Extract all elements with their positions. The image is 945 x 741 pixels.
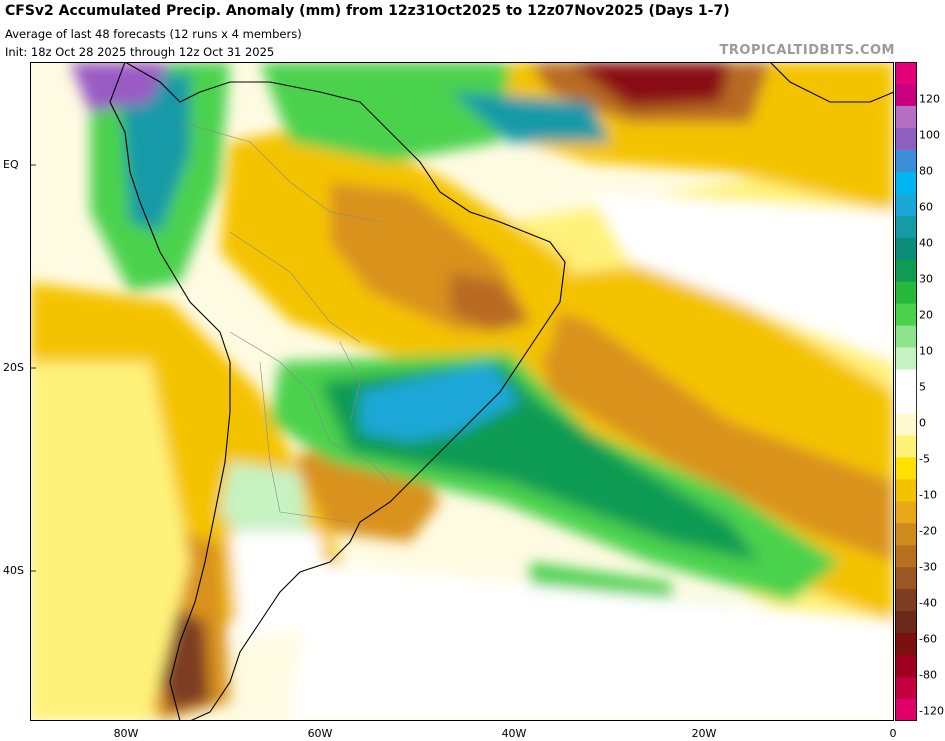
colorbar-swatch <box>895 259 917 283</box>
neutral-argentina <box>230 532 330 642</box>
colorbar-label: 80 <box>919 164 933 178</box>
colorbar-swatch <box>895 435 917 458</box>
lat-label-20s: 20S <box>3 361 24 374</box>
lon-label-0: 0 <box>889 727 897 740</box>
wet-atlantic-equatorial <box>450 92 610 142</box>
colorbar-label: -20 <box>919 524 937 538</box>
dry-brazil-northeast <box>450 272 530 332</box>
colorbar-swatch <box>895 633 917 656</box>
colorbar-swatch <box>895 611 917 634</box>
dry-band-atlantic-strong <box>530 302 894 562</box>
lat-label-40s: 40S <box>3 564 24 577</box>
dry-north-atlantic <box>450 62 894 212</box>
colorbar-swatch <box>895 545 917 568</box>
site-credit: TROPICALTIDBITS.COM <box>719 43 895 58</box>
country-borders <box>179 121 391 523</box>
colorbar-swatch <box>895 303 917 327</box>
colorbar-swatch <box>895 567 917 590</box>
colorbar-label: -10 <box>919 488 937 502</box>
colorbar-swatch <box>895 149 917 173</box>
colorbar-swatch <box>895 83 917 107</box>
colorbar-swatch <box>895 193 917 217</box>
colorbar-swatch <box>895 171 917 195</box>
colorbar-swatch <box>895 589 917 612</box>
neutral-atlantic-east <box>590 192 894 362</box>
colorbar-label: 5 <box>919 380 926 394</box>
colorbar-label: 120 <box>919 92 940 106</box>
init-time: Init: 18z Oct 28 2025 through 12z Oct 31… <box>5 45 275 59</box>
neutral-south-atlantic <box>290 562 894 721</box>
colorbar-label: 0 <box>919 416 926 430</box>
lon-label-40w: 40W <box>501 727 527 740</box>
lon-label-20w: 20W <box>691 727 717 740</box>
colorbar-swatch <box>895 325 917 349</box>
africa-coast <box>769 62 894 103</box>
colorbar-label: 20 <box>919 308 933 322</box>
wet-amazon-north <box>260 62 510 162</box>
colorbar-label: -60 <box>919 632 937 646</box>
coastlines <box>109 62 894 721</box>
south-america-coast <box>109 62 566 721</box>
colorbar-label: -80 <box>919 668 937 682</box>
colorbar-swatch <box>895 413 917 436</box>
colorbar <box>895 62 917 721</box>
colorbar-swatch <box>895 655 917 678</box>
colorbar-label: -40 <box>919 596 937 610</box>
colorbar-swatch <box>895 347 917 371</box>
colorbar-label: 30 <box>919 272 933 286</box>
lat-label-eq: EQ <box>3 158 19 171</box>
wet-argentina-light <box>220 462 310 552</box>
map-title: CFSv2 Accumulated Precip. Anomaly (mm) f… <box>5 3 730 19</box>
colorbar-swatch <box>895 699 917 721</box>
colorbar-swatch <box>895 281 917 305</box>
colorbar-frame <box>895 62 917 721</box>
colorbar-label: -30 <box>919 560 937 574</box>
colorbar-label: 60 <box>919 200 933 214</box>
colorbar-label: 40 <box>919 236 933 250</box>
colorbar-label: 100 <box>919 128 940 142</box>
colorbar-swatch <box>895 127 917 151</box>
colorbar-swatch <box>895 215 917 239</box>
lon-label-80w: 80W <box>113 727 139 740</box>
colorbar-swatch <box>895 501 917 524</box>
border-lines <box>179 121 391 523</box>
wet-colombia-strong <box>120 72 190 232</box>
colorbar-swatch <box>895 62 917 85</box>
colorbar-swatch <box>895 391 917 414</box>
precip-anomaly-map <box>30 62 894 721</box>
anomaly-fields <box>30 62 894 721</box>
colorbar-swatch <box>895 677 917 700</box>
colorbar-swatch <box>895 237 917 261</box>
colorbar-label: -120 <box>919 704 944 718</box>
wet-sacz-core <box>360 362 520 442</box>
wet-caribbean-max <box>70 62 170 112</box>
dry-north-atlantic-max <box>570 62 730 107</box>
dry-pacific-west <box>30 362 190 721</box>
map-frame <box>30 62 894 721</box>
colorbar-swatch <box>895 369 917 392</box>
colorbar-swatch <box>895 105 917 129</box>
colorbar-label: -5 <box>919 452 930 466</box>
colorbar-swatch <box>895 523 917 546</box>
colorbar-swatch <box>895 457 917 480</box>
map-subtitle: Average of last 48 forecasts (12 runs x … <box>5 27 302 41</box>
lon-label-60w: 60W <box>307 727 333 740</box>
colorbar-label: 10 <box>919 344 933 358</box>
colorbar-swatch <box>895 479 917 502</box>
